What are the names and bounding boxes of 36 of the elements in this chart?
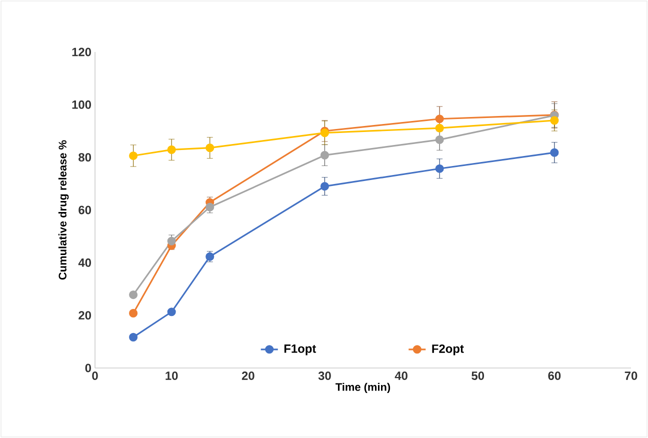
y-tick-label: 80 [78, 153, 91, 162]
x-tick-label: 30 [318, 372, 331, 380]
point [550, 148, 559, 157]
point [206, 202, 214, 212]
y-tick-label: 40 [78, 258, 91, 267]
legend-label: F1opt [284, 344, 316, 356]
point [320, 182, 330, 191]
point [435, 114, 444, 124]
x-tick-label: 40 [394, 372, 408, 380]
x-tick-label: 70 [624, 372, 638, 380]
point [435, 124, 444, 132]
x-axis-title: Time (min) [336, 382, 390, 394]
legend-label: F2opt [432, 344, 464, 356]
point [129, 151, 138, 160]
x-tick-label: 20 [242, 372, 254, 380]
y-tick-label: 100 [72, 100, 91, 109]
x-tick-label: 0 [92, 372, 98, 380]
point [206, 144, 214, 152]
y-axis-title: Cumulative drug release % [58, 140, 69, 280]
point [129, 290, 138, 300]
point [167, 145, 176, 154]
point [320, 150, 330, 160]
point [435, 164, 444, 173]
x-tick-label: 50 [472, 372, 484, 380]
point [167, 236, 176, 246]
point [129, 332, 138, 342]
y-tick-label: 60 [78, 206, 91, 214]
x-tick-label: 60 [548, 372, 561, 380]
point [167, 308, 176, 316]
y-tick-label: 20 [78, 311, 91, 320]
x-tick-label: 10 [166, 372, 178, 380]
y-tick-label: 0 [85, 364, 91, 372]
point [435, 135, 444, 144]
point [129, 308, 138, 318]
y-tick-label: 120 [72, 48, 91, 56]
point [550, 116, 559, 125]
